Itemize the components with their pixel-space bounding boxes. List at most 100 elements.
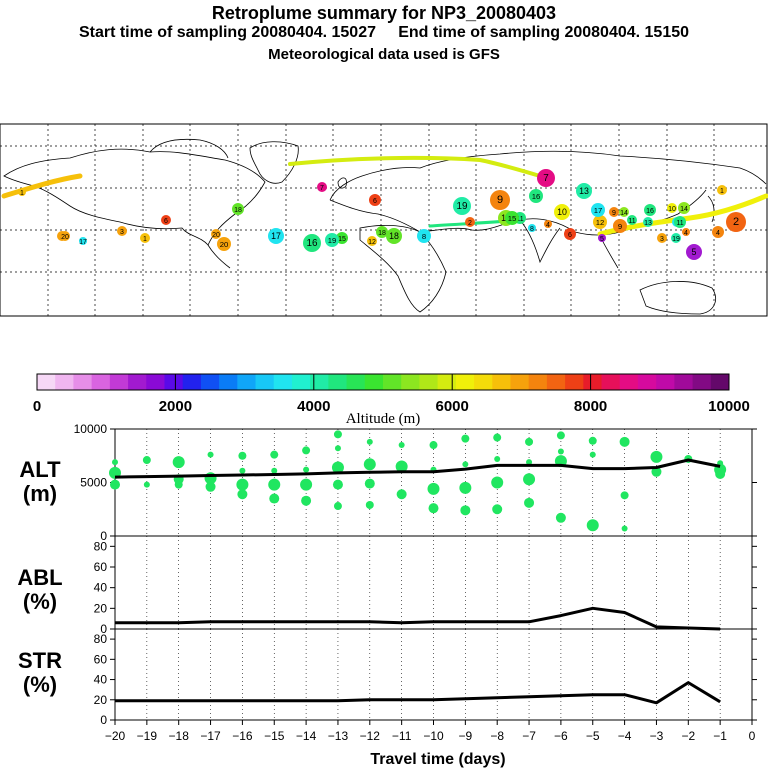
alt-particle-dot [588, 436, 597, 445]
plume-marker-10: 10 [554, 204, 570, 220]
plume-marker-label: 13 [579, 186, 589, 196]
plume-marker-dot [367, 236, 377, 246]
plume-marker-label: 15 [338, 236, 346, 243]
colorbar-tick-label: 2000 [159, 398, 192, 415]
plume-marker-dot [627, 215, 637, 225]
plume-marker-dot [686, 244, 702, 260]
colorbar-swatch [510, 374, 530, 390]
plume-marker-dot [211, 229, 221, 239]
plume-marker-17: 17 [591, 203, 605, 217]
alt-particle-dot [398, 442, 405, 449]
plume-marker-label: 16 [646, 208, 654, 215]
plume-marker-dot [712, 226, 724, 238]
plume-marker-label: 1 [20, 190, 24, 197]
alt-particle-dot [238, 451, 247, 460]
plume-marker-dot [325, 233, 339, 247]
alt-particle-dot [715, 468, 726, 479]
plume-marker-label: 16 [307, 238, 318, 249]
altitude-colorbar: 0 2000 4000 6000 8000 10000 Altitude (m) [33, 373, 750, 427]
alt-particle-dot [172, 456, 185, 469]
plume-marker-label: 8 [422, 232, 426, 241]
colorbar-swatch [237, 374, 257, 390]
plume-markers: 1112233344455666778889991010111111121213… [18, 169, 746, 260]
plume-marker-label: 12 [368, 239, 376, 246]
colorbar-tick-label: 4000 [297, 398, 330, 415]
plume-marker-dot [303, 234, 321, 252]
panel-mean-line [115, 681, 721, 705]
colorbar-tick-label: 0 [33, 398, 41, 415]
plume-marker-20: 20 [60, 231, 70, 241]
alt-particle-dot [207, 451, 214, 458]
colorbar-swatch [164, 374, 184, 390]
plume-track [288, 155, 542, 178]
y-tick-label: 40 [94, 581, 108, 595]
plume-marker-18: 18 [376, 226, 388, 238]
alt-particle-dot [651, 466, 662, 477]
colorbar-swatch [328, 374, 348, 390]
x-tick-label: −19 [137, 729, 158, 743]
colorbar-swatch [692, 374, 712, 390]
alt-particle-dot [621, 525, 628, 532]
plume-marker-dot [544, 220, 552, 228]
plume-marker-label: 20 [212, 232, 220, 239]
alt-particle-dot [525, 437, 534, 446]
plume-marker-label: 11 [628, 218, 635, 225]
alt-particle-dot [303, 466, 310, 473]
panel-x-ticks: −20 −19 −18 −17 −16 −15 −14 −13 −12 −11 −10 −9 −8 −7−… [105, 720, 756, 743]
alt-particle-dot [586, 519, 599, 532]
colorbar-ticks: 0 2000 4000 6000 8000 10000 [33, 374, 750, 415]
alt-particle-dot [395, 460, 408, 473]
colorbar-swatch [383, 374, 402, 390]
plume-marker-dot [591, 203, 605, 217]
plume-marker-label: 9 [612, 210, 616, 217]
plume-marker-1: 1 [717, 185, 727, 195]
plume-marker-label: 6 [164, 218, 168, 225]
colorbar-swatch [437, 374, 457, 390]
alt-particle-dot [461, 434, 470, 443]
colorbar-swatch [91, 374, 111, 390]
plume-marker-8: 8 [528, 224, 536, 233]
plume-marker-dot [117, 226, 127, 236]
x-axis-title: Travel time (days) [370, 751, 505, 768]
alt-particle-dot [526, 459, 533, 466]
plume-marker-label: 19 [457, 201, 468, 212]
x-tick-label: −13 [328, 729, 349, 743]
colorbar-swatch [674, 374, 694, 390]
plume-marker-9: 9 [613, 219, 627, 233]
alt-particle-dot [271, 467, 278, 474]
plume-marker-dot [576, 183, 592, 199]
plume-marker-dot [161, 215, 171, 225]
alt-particle-dot [334, 445, 341, 452]
colorbar-swatch [583, 374, 603, 390]
plume-marker-label: 14 [680, 206, 688, 213]
alt-particle-dot [205, 481, 216, 492]
plume-marker-label: 2 [468, 220, 472, 227]
plume-marker-dot [717, 185, 727, 195]
x-tick-label: 0 [749, 729, 756, 743]
colorbar-tick-label: 6000 [436, 398, 469, 415]
plume-marker-dot [593, 215, 607, 229]
alt-particle-dot [650, 450, 663, 463]
colorbar-swatch [291, 374, 311, 390]
plume-marker-dot [528, 224, 536, 232]
world-map: 1112233344455666778889991010111111121213… [0, 123, 768, 317]
plume-marker-label: 18 [378, 230, 386, 237]
plume-marker-18: 18 [232, 203, 244, 215]
plume-marker-4: 4 [682, 228, 690, 237]
plume-marker-dot [609, 207, 619, 217]
alt-particle-dot [270, 450, 279, 459]
plume-marker-6: 6 [564, 228, 576, 240]
plume-marker-14: 14 [678, 202, 690, 214]
plume-marker-label: 17 [79, 239, 87, 246]
plume-marker-11: 11 [627, 215, 637, 225]
colorbar-swatch [273, 374, 293, 390]
plume-marker-dot [613, 219, 627, 233]
plume-marker-dot [644, 204, 656, 216]
plume-marker-13: 13 [643, 217, 653, 227]
x-tick-label: −5 [586, 729, 600, 743]
alt-particle-dot [619, 436, 630, 447]
alt-particle-dot [365, 500, 374, 509]
colorbar-swatch [182, 374, 202, 390]
plume-marker-8: 8 [417, 229, 431, 243]
